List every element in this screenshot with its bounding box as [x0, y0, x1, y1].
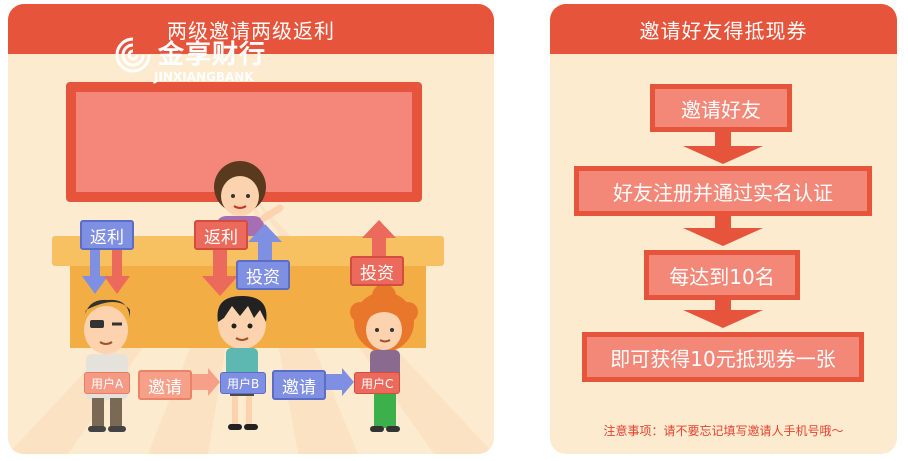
step-reach-ten: 每达到10名	[644, 250, 800, 300]
step-get-voucher: 即可获得10元抵现券一张	[582, 332, 864, 382]
step-arrows	[683, 132, 763, 328]
invite-reward-panel: 邀请好友得抵现券 邀请好友 好友注册并通过实名认证 每达到10名 即可获得10元…	[550, 4, 897, 454]
brand-name-cn: 金享财行	[158, 40, 267, 70]
two-level-invite-panel: 两级邀请两级返利 金享财行 JINXIANGBANK	[8, 4, 494, 454]
panel-title: 邀请好友得抵现券	[550, 4, 897, 54]
user-b-figure	[217, 296, 267, 430]
invite-tag-second: 邀请	[272, 370, 326, 400]
flow-arrows	[82, 220, 396, 396]
invest-tag-mid: 投资	[236, 260, 290, 290]
invest-tag-right: 投资	[350, 256, 404, 286]
rebate-tag-mid: 返利	[194, 220, 248, 250]
brand-name-en: JINXIANGBANK	[154, 70, 254, 84]
user-c-label: 用户C	[354, 372, 401, 394]
notice-text: 注意事项：请不要忘记填写邀请人手机号哦～	[603, 424, 844, 438]
rebate-tag-left: 返利	[80, 220, 134, 250]
panel-title: 两级邀请两级返利	[8, 4, 494, 54]
user-b-label: 用户B	[220, 372, 267, 394]
user-a-label: 用户A	[84, 372, 131, 394]
step-register-verify: 好友注册并通过实名认证	[574, 166, 872, 216]
brand-logo-icon	[115, 37, 151, 73]
invite-tag-first: 邀请	[138, 370, 192, 400]
step-invite-friend: 邀请好友	[650, 84, 792, 132]
